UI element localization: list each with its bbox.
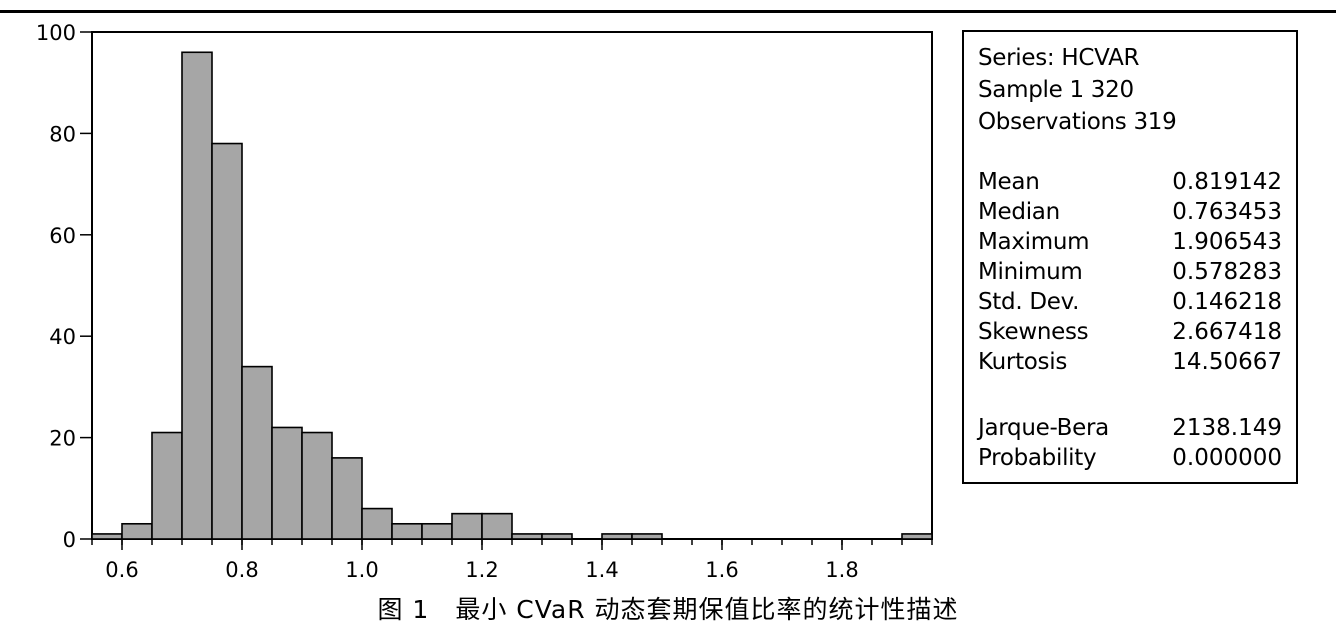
histogram-bar: [601, 533, 633, 540]
x-tick-label: 1.8: [825, 558, 858, 582]
stat-label-skewness: Skewness: [978, 319, 1089, 345]
stat-label-std-dev: Std. Dev.: [978, 289, 1080, 315]
histogram-bar: [511, 533, 543, 540]
stat-label-minimum: Minimum: [978, 259, 1083, 285]
histogram-bar: [901, 533, 933, 540]
x-tick-label: 1.0: [345, 558, 378, 582]
stat-value-mean: 0.819142: [1172, 169, 1282, 195]
histogram-bar: [361, 507, 393, 540]
stats-observations: Observations 319: [978, 109, 1177, 135]
stat-value-median: 0.763453: [1172, 199, 1282, 225]
x-tick-label: 0.6: [105, 558, 138, 582]
stat-value-probability: 0.000000: [1172, 445, 1282, 471]
histogram-bar: [211, 142, 243, 540]
stat-label-median: Median: [978, 199, 1060, 225]
histogram-bar: [391, 522, 423, 540]
stat-value-maximum: 1.906543: [1172, 229, 1282, 255]
statistics-box: Series: HCVAR Sample 1 320 Observations …: [962, 30, 1298, 484]
histogram-bar: [271, 426, 303, 540]
histogram-bar: [631, 533, 663, 540]
stat-value-kurtosis: 14.50667: [1172, 349, 1282, 375]
stat-value-minimum: 0.578283: [1172, 259, 1282, 285]
x-tick-label: 1.6: [705, 558, 738, 582]
top-rule: [0, 10, 1336, 13]
stats-series: Series: HCVAR: [978, 45, 1140, 71]
y-tick-label: 40: [49, 325, 76, 349]
stats-sample: Sample 1 320: [978, 77, 1134, 103]
histogram-bar: [451, 512, 483, 540]
y-tick-label: 20: [49, 427, 76, 451]
stat-label-jarque-bera: Jarque-Bera: [978, 415, 1109, 441]
stat-label-mean: Mean: [978, 169, 1040, 195]
x-tick-label: 1.4: [585, 558, 618, 582]
y-tick-label: 0: [63, 528, 76, 552]
x-tick-label: 1.2: [465, 558, 498, 582]
histogram-bar: [121, 522, 153, 540]
y-tick-label: 80: [49, 122, 76, 146]
stat-label-probability: Probability: [978, 445, 1097, 471]
stat-value-jarque-bera: 2138.149: [1172, 415, 1282, 441]
histogram-bar: [151, 431, 183, 540]
histogram-chart: 0.6 0.8 1.0 1.2 1.4 1.6 1.8 0 20 40 60 80 100: [36, 21, 933, 582]
histogram-bar: [91, 533, 123, 540]
histogram-bar: [181, 51, 213, 540]
x-tick-label: 0.8: [225, 558, 258, 582]
figure-caption: 图 1 最小 CVaR 动态套期保值比率的统计性描述: [377, 595, 959, 624]
histogram-bar: [541, 533, 573, 540]
stat-label-kurtosis: Kurtosis: [978, 349, 1068, 375]
y-tick-label: 60: [49, 224, 76, 248]
stat-value-std-dev: 0.146218: [1172, 289, 1282, 315]
histogram-bar: [301, 431, 333, 540]
histogram-bar: [241, 365, 273, 540]
histogram-bar: [481, 512, 513, 540]
histogram-bar: [421, 522, 453, 540]
stat-value-skewness: 2.667418: [1172, 319, 1282, 345]
stat-label-maximum: Maximum: [978, 229, 1090, 255]
histogram-bar: [331, 457, 363, 540]
y-tick-label: 100: [36, 21, 76, 45]
